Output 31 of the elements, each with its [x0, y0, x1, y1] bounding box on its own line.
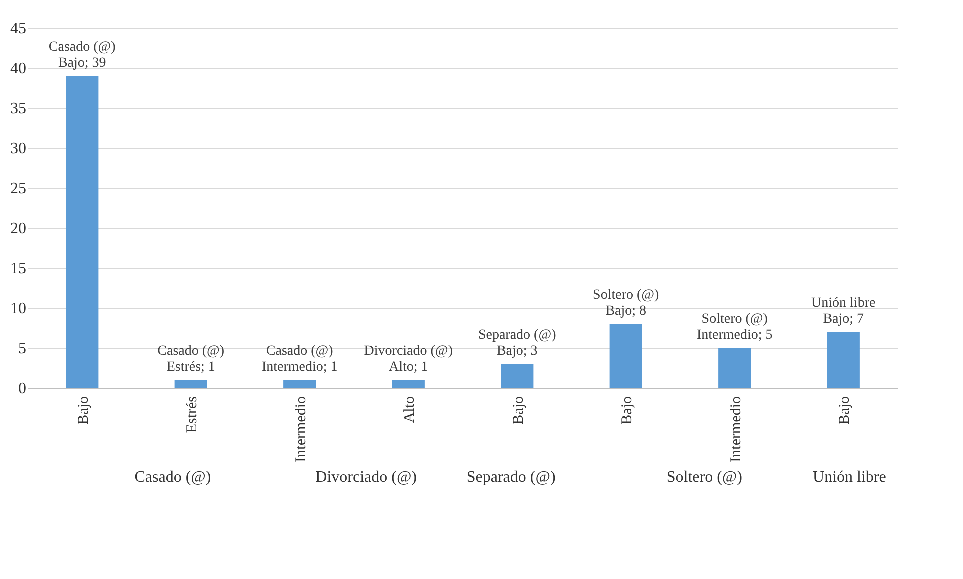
data-label: Unión libre Bajo; 7 [812, 296, 876, 327]
y-tick-label: 45 [10, 20, 26, 38]
y-tick-label: 40 [10, 60, 26, 78]
x-tick-label: Bajo [76, 396, 92, 425]
y-tick-label: 30 [10, 140, 26, 158]
y-tick-label: 15 [10, 260, 26, 278]
y-tick-label: 0 [18, 380, 26, 398]
data-label: Divorciado (@) Alto; 1 [364, 344, 454, 375]
x-tick-label: Bajo [620, 396, 636, 425]
text: Divorciado (@) [316, 469, 418, 486]
y-tick-label: 25 [10, 180, 26, 198]
x-tick-label: Alto [402, 396, 418, 424]
x-tick-label: Intermedio [293, 396, 310, 462]
text: Separado (@) [466, 469, 556, 486]
y-tick-label: 35 [10, 100, 26, 118]
x-tick-label: Intermedio [728, 396, 744, 462]
data-label: Casado (@) Intermedio; 1 [262, 344, 338, 375]
y-tick-label: 10 [10, 300, 26, 318]
y-tick-label: 5 [18, 340, 26, 358]
data-label: Casado (@) Estrés; 1 [158, 344, 225, 375]
x-tick-label: Estrés [184, 396, 201, 434]
x-tick-label: Bajo [837, 396, 854, 425]
text: Soltero (@) [666, 469, 742, 486]
data-label: Casado (@) Bajo; 39 [48, 40, 116, 71]
data-label: Soltero (@) Bajo; 8 [593, 288, 660, 319]
text: Casado (@) [134, 469, 212, 486]
y-tick-label: 20 [10, 220, 26, 238]
x-tick-label: Bajo [510, 396, 527, 425]
data-label: Separado (@) Bajo; 3 [478, 328, 557, 359]
data-label: Soltero (@) Intermedio; 5 [696, 312, 773, 343]
text: Unión libre [813, 469, 886, 486]
